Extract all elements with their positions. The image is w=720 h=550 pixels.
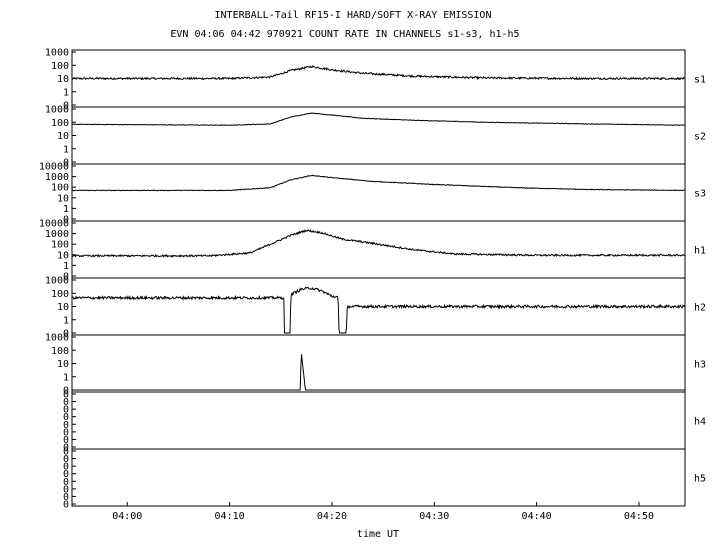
- y-tick-label: 10: [57, 302, 69, 313]
- y-tick-label: 1: [63, 144, 69, 155]
- y-tick-label: 0: [63, 420, 69, 431]
- channel-label: s2: [694, 132, 706, 143]
- trace-h3: [72, 354, 685, 391]
- panel-frame: [71, 163, 686, 222]
- chart-subtitle: EVN 04:06 04:42 970921 COUNT RATE IN CHA…: [170, 29, 519, 40]
- y-tick-label: 0: [63, 462, 69, 473]
- trace-h2: [71, 286, 686, 334]
- y-tick-label: 0: [63, 477, 69, 488]
- trace-s1: [71, 65, 686, 81]
- y-tick-label: 1: [63, 87, 69, 98]
- panel-frame: [71, 448, 686, 507]
- y-tick-label: 100: [51, 346, 69, 357]
- panel-frame: [71, 334, 686, 393]
- y-tick-label: 10: [57, 193, 69, 204]
- y-tick-label: 0: [63, 329, 69, 340]
- y-tick-label: 0: [63, 386, 69, 397]
- y-tick-label: 1000: [45, 229, 69, 240]
- y-tick-label: 0: [63, 101, 69, 112]
- y-tick-label: 0: [63, 447, 69, 458]
- y-tick-label: 1000: [45, 105, 69, 116]
- panel-frame: [71, 220, 686, 279]
- y-tick-label: 0: [63, 272, 69, 283]
- y-tick-label: 0: [63, 492, 69, 503]
- y-tick-label: 10: [57, 359, 69, 370]
- channel-label: h3: [694, 360, 706, 371]
- y-tick-label: 100: [51, 240, 69, 251]
- y-tick-label: 10: [57, 74, 69, 85]
- x-tick-label: 04:40: [522, 511, 552, 522]
- panel-frame: [71, 391, 686, 450]
- y-tick-label: 0: [63, 427, 69, 438]
- y-tick-label: 0: [63, 435, 69, 446]
- y-tick-label: 0: [63, 390, 69, 401]
- y-tick-label: 1000: [45, 172, 69, 183]
- y-tick-label: 100: [51, 289, 69, 300]
- y-tick-label: 0: [63, 397, 69, 408]
- channel-label: h1: [694, 246, 706, 257]
- y-tick-label: 0: [63, 158, 69, 169]
- channel-label: s3: [694, 189, 706, 200]
- trace-s3: [71, 174, 685, 192]
- y-tick-label: 0: [63, 454, 69, 465]
- trace-s2: [71, 112, 686, 126]
- channel-label: s1: [694, 75, 706, 86]
- y-tick-label: 1000: [45, 48, 69, 59]
- y-tick-label: 100: [51, 61, 69, 72]
- y-tick-label: 0: [63, 484, 69, 495]
- x-tick-label: 04:00: [112, 511, 142, 522]
- y-tick-label: 0: [63, 469, 69, 480]
- x-tick-label: 04:10: [215, 511, 245, 522]
- y-tick-label: 1000: [45, 333, 69, 344]
- chart-title: INTERBALL-Tail RF15-I HARD/SOFT X-RAY EM…: [215, 10, 492, 21]
- y-tick-label: 1: [63, 372, 69, 383]
- y-tick-label: 1: [63, 261, 69, 272]
- y-tick-label: 0: [63, 405, 69, 416]
- y-tick-label: 10000: [39, 162, 69, 173]
- y-tick-label: 10000: [39, 219, 69, 230]
- y-tick-label: 100: [51, 118, 69, 129]
- x-axis-label: time UT: [357, 529, 399, 540]
- trace-h1: [71, 229, 686, 258]
- y-tick-label: 0: [63, 443, 69, 454]
- x-tick-label: 04:30: [419, 511, 449, 522]
- y-tick-label: 0: [63, 500, 69, 511]
- panel-frame: [71, 106, 686, 165]
- channel-panels: 10001001010s110001001010s210000100010010…: [39, 48, 706, 511]
- channel-label: h5: [694, 474, 706, 485]
- x-tick-label: 04:20: [317, 511, 347, 522]
- x-tick-label: 04:50: [624, 511, 654, 522]
- y-tick-label: 1: [63, 315, 69, 326]
- y-tick-label: 10: [57, 250, 69, 261]
- x-axis: 04:00 04:10 04:20 04:30 04:40 04:50: [112, 502, 654, 522]
- channel-label: h4: [694, 417, 706, 428]
- y-tick-label: 10: [57, 131, 69, 142]
- y-tick-label: 0: [63, 412, 69, 423]
- y-tick-label: 1: [63, 204, 69, 215]
- y-tick-label: 1000: [45, 276, 69, 287]
- y-tick-label: 0: [63, 215, 69, 226]
- channel-label: h2: [694, 303, 706, 314]
- y-tick-label: 100: [51, 183, 69, 194]
